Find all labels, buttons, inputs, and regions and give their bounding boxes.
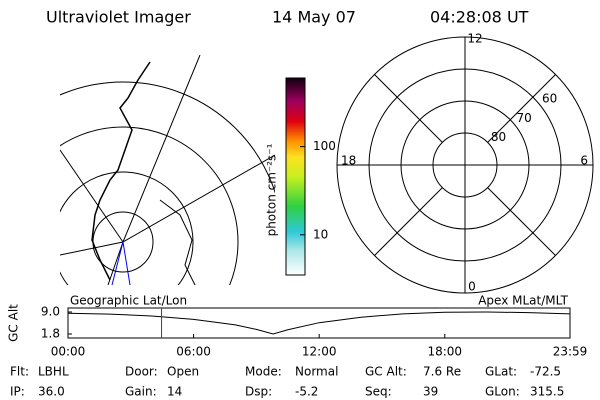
field-value: 14 [167, 385, 182, 399]
field-value: Normal [295, 365, 338, 379]
colorbar-label: photon cm⁻²s⁻¹ [265, 143, 279, 236]
x-tick-label: 06:00 [176, 345, 211, 359]
field-label: Flt: [10, 365, 29, 379]
coastline [159, 199, 196, 285]
polar-spoke [487, 74, 556, 143]
timeline-y-label: GC Alt [7, 304, 21, 342]
mlt-label: 12 [467, 32, 482, 46]
x-tick-label: 23:59 [553, 345, 588, 359]
field-label: GLat: [485, 365, 517, 379]
field-value: -5.2 [295, 385, 318, 399]
time: 04:28:08 UT [430, 8, 529, 27]
field-label: GLon: [485, 385, 520, 399]
field-value: 36.0 [38, 385, 65, 399]
polar-ring-label: 70 [516, 111, 531, 125]
field-label: GC Alt: [365, 365, 407, 379]
map-grid [60, 171, 194, 285]
timeline-right-label: Apex MLat/MLT [478, 294, 568, 308]
field-label: Mode: [245, 365, 282, 379]
y-tick-label: 1.8 [41, 327, 60, 341]
altitude-line [67, 311, 571, 335]
field-label: Gain: [125, 385, 157, 399]
field-label: Seq: [365, 385, 392, 399]
x-tick-label: 00:00 [51, 345, 86, 359]
timeline-left-label: Geographic Lat/Lon [70, 294, 187, 308]
coastline [91, 61, 151, 281]
field-label: Door: [125, 365, 158, 379]
colorbar-tick-label: 100 [313, 139, 336, 153]
field-value: -72.5 [530, 365, 561, 379]
field-value: 7.6 Re [423, 365, 461, 379]
mlt-label: 6 [580, 154, 588, 168]
map [60, 55, 275, 285]
polar-spoke [487, 187, 556, 256]
polar-ring-label: 60 [542, 92, 557, 106]
polar-spoke [374, 74, 443, 143]
mlt-label: 0 [468, 280, 476, 294]
colorbar [285, 77, 306, 276]
map-grid [60, 81, 275, 194]
map-marker [111, 241, 124, 285]
polar-ring-label: 80 [491, 130, 506, 144]
map-grid [60, 126, 239, 285]
x-tick-label: 18:00 [427, 345, 462, 359]
field-label: Dsp: [245, 385, 272, 399]
title: Ultraviolet Imager [46, 8, 191, 27]
field-label: IP: [10, 385, 25, 399]
map-grid [60, 241, 124, 256]
map-grid [122, 154, 275, 243]
date: 14 May 07 [272, 8, 356, 27]
polar-spoke [374, 187, 443, 256]
field-value: LBHL [38, 365, 69, 379]
field-value: 315.5 [530, 385, 564, 399]
mlt-label: 18 [341, 154, 356, 168]
field-value: 39 [423, 385, 438, 399]
x-tick-label: 12:00 [302, 345, 337, 359]
map-marker [122, 241, 131, 285]
map-grid [107, 241, 124, 285]
colorbar-tick-label: 10 [313, 227, 328, 241]
field-value: Open [167, 365, 199, 379]
map-grid [60, 149, 124, 243]
map-grid [122, 55, 201, 243]
y-tick-label: 9.0 [41, 305, 60, 319]
